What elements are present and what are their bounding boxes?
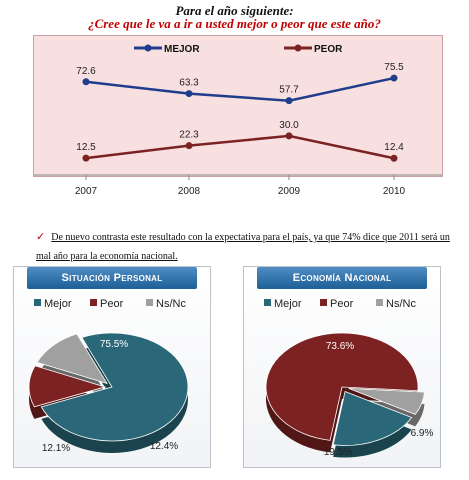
x-tick-label-2007: 2007 <box>75 186 98 197</box>
title-question: ¿Cree que le va a ir a usted mejor o peo… <box>88 16 381 31</box>
pie-panel-nacional: Economía Nacional Mejor Peor Ns/Nc 19.5% 73.… <box>243 266 441 468</box>
value-label-ns-nc-1: 12.1% <box>42 443 70 454</box>
slice-peor-2 <box>265 332 419 441</box>
pie-title-personal: Situación Personal <box>27 267 197 289</box>
point-peor-2008 <box>185 142 193 150</box>
legend-swatch-mejor-2 <box>264 299 271 306</box>
series-line-peor <box>85 134 395 160</box>
check-icon: ✓ <box>36 231 46 243</box>
data-label-peor-2008: 22.3 <box>179 130 199 141</box>
legend-label-ns-nc-2: Ns/Nc <box>386 298 416 310</box>
x-tick-label-2009: 2009 <box>278 186 301 197</box>
title-line-1: Para el año siguiente: <box>175 3 294 18</box>
x-tick-label-2008: 2008 <box>178 186 201 197</box>
legend-marker-peor <box>294 44 302 52</box>
legend-swatch-ns-nc-1 <box>146 299 153 306</box>
x-tick-label-2010: 2010 <box>383 186 406 197</box>
point-mejor-2009 <box>285 97 293 105</box>
pie-chart-personal: Mejor Peor Ns/Nc 75.5% 12.4% 12.1% <box>28 298 189 454</box>
pie-title-nacional: Economía Nacional <box>257 267 427 289</box>
value-label-mejor-2: 19.5% <box>324 447 352 458</box>
slice-ns-nc-2 <box>348 388 425 415</box>
legend-label-peor-2: Peor <box>330 298 354 310</box>
slice-peor-1 <box>28 365 107 408</box>
point-peor-2010 <box>390 154 398 162</box>
data-label-peor-2010: 12.4 <box>384 142 404 153</box>
legend-label-peor-1: Peor <box>100 298 124 310</box>
line-chart-panel: MEJOR PEOR 72.6 63.3 57.7 75.5 12.5 22.3 30.0 12.… <box>33 35 443 197</box>
data-label-mejor-2007: 72.6 <box>76 66 96 77</box>
legend-swatch-ns-nc-2 <box>376 299 383 306</box>
point-peor-2007 <box>82 154 90 162</box>
value-label-ns-nc-2: 6.9% <box>411 428 434 439</box>
slice-mejor-1 <box>40 332 189 442</box>
legend-swatch-peor-2 <box>320 299 327 306</box>
legend-marker-mejor <box>144 44 152 52</box>
pie-chart-nacional: Mejor Peor Ns/Nc 19.5% 73.6% 6.9% <box>264 298 434 458</box>
legend-label-mejor: MEJOR <box>164 44 200 55</box>
value-label-peor-2: 73.6% <box>326 341 354 352</box>
series-line-mejor <box>85 76 395 102</box>
line-chart: MEJOR PEOR 72.6 63.3 57.7 75.5 12.5 22.3 30.0 12.… <box>34 44 442 197</box>
legend-swatch-mejor-1 <box>34 299 41 306</box>
legend-label-ns-nc-1: Ns/Nc <box>156 298 186 310</box>
pie-panel-personal: Situación Personal Mejor Peor Ns/Nc 75.5% 12… <box>13 266 211 468</box>
value-label-peor-1: 12.4% <box>150 441 178 452</box>
note-text: De nuevo contrasta este resultado con la… <box>36 232 450 262</box>
data-label-peor-2009: 30.0 <box>279 120 299 131</box>
point-mejor-2007 <box>82 78 90 86</box>
note-paragraph: ✓ De nuevo contrasta este resultado con l… <box>36 228 456 266</box>
point-mejor-2010 <box>390 74 398 82</box>
point-peor-2009 <box>285 132 293 140</box>
slice-mejor-2 <box>332 390 413 446</box>
slice-ns-nc-1 <box>36 333 108 385</box>
data-label-mejor-2010: 75.5 <box>384 62 404 73</box>
legend-label-mejor-1: Mejor <box>44 298 72 310</box>
legend-swatch-peor-1 <box>90 299 97 306</box>
point-mejor-2008 <box>185 90 193 98</box>
data-label-mejor-2008: 63.3 <box>179 78 199 89</box>
value-label-mejor-1: 75.5% <box>100 339 128 350</box>
legend-label-mejor-2: Mejor <box>274 298 302 310</box>
data-label-peor-2007: 12.5 <box>76 142 96 153</box>
legend-label-peor: PEOR <box>314 44 343 55</box>
data-label-mejor-2009: 57.7 <box>279 85 299 96</box>
